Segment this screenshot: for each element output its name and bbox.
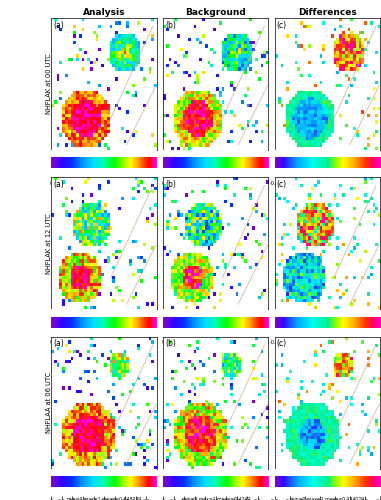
Text: min=-0.409729 max=1 mean=0.216678: min=-0.409729 max=1 mean=0.216678 <box>280 338 375 343</box>
Text: (a): (a) <box>54 340 64 348</box>
Text: (b): (b) <box>165 340 176 348</box>
Text: (c): (c) <box>277 20 287 30</box>
Title: Analysis: Analysis <box>83 8 125 17</box>
Text: min=0 max=1 mean=0.448675: min=0 max=1 mean=0.448675 <box>179 178 253 184</box>
Text: min=0 max=1 mean=0.742044: min=0 max=1 mean=0.742044 <box>67 178 141 184</box>
Text: min=0 max=1 mean=0.27131: min=0 max=1 mean=0.27131 <box>180 338 251 343</box>
Y-axis label: NHFLAK at 12 UTC: NHFLAK at 12 UTC <box>46 213 52 274</box>
Y-axis label: NHFLAA at 06 UTC: NHFLAA at 06 UTC <box>46 372 52 433</box>
Text: min=0 max=1 mean=0.224029: min=0 max=1 mean=0.224029 <box>290 498 364 500</box>
Title: Background: Background <box>185 8 246 17</box>
Text: min=0 max=1 mean=0.648229: min=0 max=1 mean=0.648229 <box>67 498 141 500</box>
Text: (c): (c) <box>277 180 287 189</box>
Text: min=0 max=1 mean=0.4242: min=0 max=1 mean=0.4242 <box>181 498 250 500</box>
Title: Differences: Differences <box>298 8 357 17</box>
Text: min=0 max=1 mean=0.293369: min=0 max=1 mean=0.293369 <box>290 178 364 184</box>
Y-axis label: NHFLAK at 00 UTC: NHFLAK at 00 UTC <box>46 54 52 114</box>
Text: (a): (a) <box>54 180 64 189</box>
Text: (a): (a) <box>54 20 64 30</box>
Text: (b): (b) <box>165 180 176 189</box>
Text: (b): (b) <box>165 20 176 30</box>
Text: (c): (c) <box>277 340 287 348</box>
Text: min=0 max=1 mean=0.468167: min=0 max=1 mean=0.468167 <box>67 338 141 343</box>
